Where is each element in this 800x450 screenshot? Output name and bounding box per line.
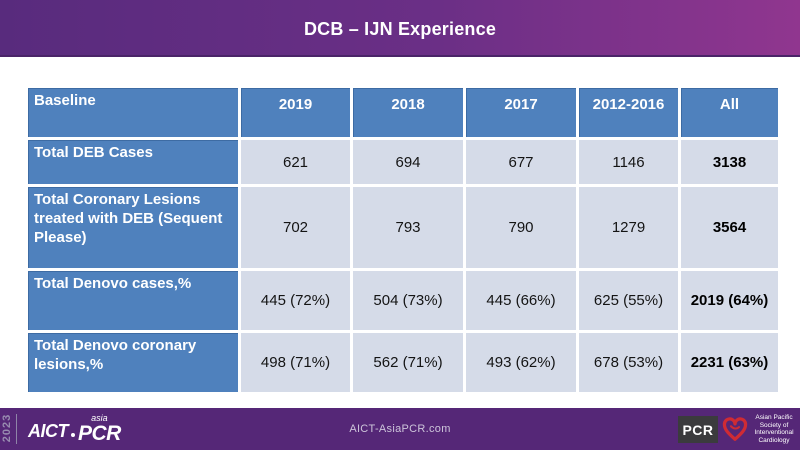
cell-value: 678 (53%) [576, 330, 681, 395]
pcr-badge: PCR [678, 416, 718, 443]
asia-logo-text: asia [91, 413, 108, 423]
cell-value-all: 2019 (64%) [678, 268, 781, 333]
row-label: Total Coronary Lesions treated with DEB … [25, 184, 241, 271]
footer-website: AICT-AsiaPCR.com [349, 423, 451, 435]
row-label: Total DEB Cases [25, 137, 241, 187]
row-label: Total Denovo cases,% [25, 268, 241, 333]
cell-value: 562 (71%) [350, 330, 466, 395]
logo-dot-icon [71, 433, 75, 437]
apsic-society-label: Asian Pacific Society of Interventional … [749, 414, 799, 444]
title-bar: DCB – IJN Experience [0, 0, 800, 57]
table-row: Total Coronary Lesions treated with DEB … [25, 184, 781, 271]
col-header-2019: 2019 [238, 85, 353, 140]
table-row: Total Denovo coronary lesions,% 498 (71%… [25, 330, 781, 395]
experience-table: Baseline 2019 2018 2017 2012-2016 All To… [25, 85, 781, 395]
table-header-row: Baseline 2019 2018 2017 2012-2016 All [25, 85, 781, 140]
col-header-all: All [678, 85, 781, 140]
col-header-2018: 2018 [350, 85, 466, 140]
cell-value: 498 (71%) [238, 330, 353, 395]
footer-bar: 2023 AICT asia PCR AICT-AsiaPCR.com PCR … [0, 408, 800, 450]
cell-value: 504 (73%) [350, 268, 466, 333]
cell-value: 694 [350, 137, 466, 187]
row-label: Total Denovo coronary lesions,% [25, 330, 241, 395]
aict-asiapcr-logo: AICT asia PCR [28, 414, 121, 445]
apsic-line: Interventional [754, 429, 794, 437]
table-row: Total Denovo cases,% 445 (72%) 504 (73%)… [25, 268, 781, 333]
apsic-heart-icon [722, 417, 748, 441]
pcr-logo-text: PCR [78, 422, 121, 445]
cell-value: 793 [350, 184, 466, 271]
cell-value: 790 [463, 184, 579, 271]
col-header-2017: 2017 [463, 85, 579, 140]
cell-value-all: 3564 [678, 184, 781, 271]
col-header-2012-2016: 2012-2016 [576, 85, 681, 140]
cell-value: 1279 [576, 184, 681, 271]
aict-logo-text: AICT [28, 421, 69, 441]
apsic-line: Asian Pacific [755, 414, 793, 421]
cell-value-all: 3138 [678, 137, 781, 187]
cell-value: 625 (55%) [576, 268, 681, 333]
cell-value: 702 [238, 184, 353, 271]
page-title: DCB – IJN Experience [303, 19, 497, 39]
apsic-line: Cardiology [758, 436, 790, 444]
cell-value: 445 (72%) [238, 268, 353, 333]
apsic-line: Society of [759, 421, 789, 429]
cell-value: 677 [463, 137, 579, 187]
table-row: Total DEB Cases 621 694 677 1146 3138 [25, 137, 781, 187]
cell-value-all: 2231 (63%) [678, 330, 781, 395]
cell-value: 1146 [576, 137, 681, 187]
cell-value: 445 (66%) [463, 268, 579, 333]
cell-value: 621 [238, 137, 353, 187]
col-header-baseline: Baseline [25, 85, 241, 140]
footer-year-divider [16, 414, 17, 444]
cell-value: 493 (62%) [463, 330, 579, 395]
